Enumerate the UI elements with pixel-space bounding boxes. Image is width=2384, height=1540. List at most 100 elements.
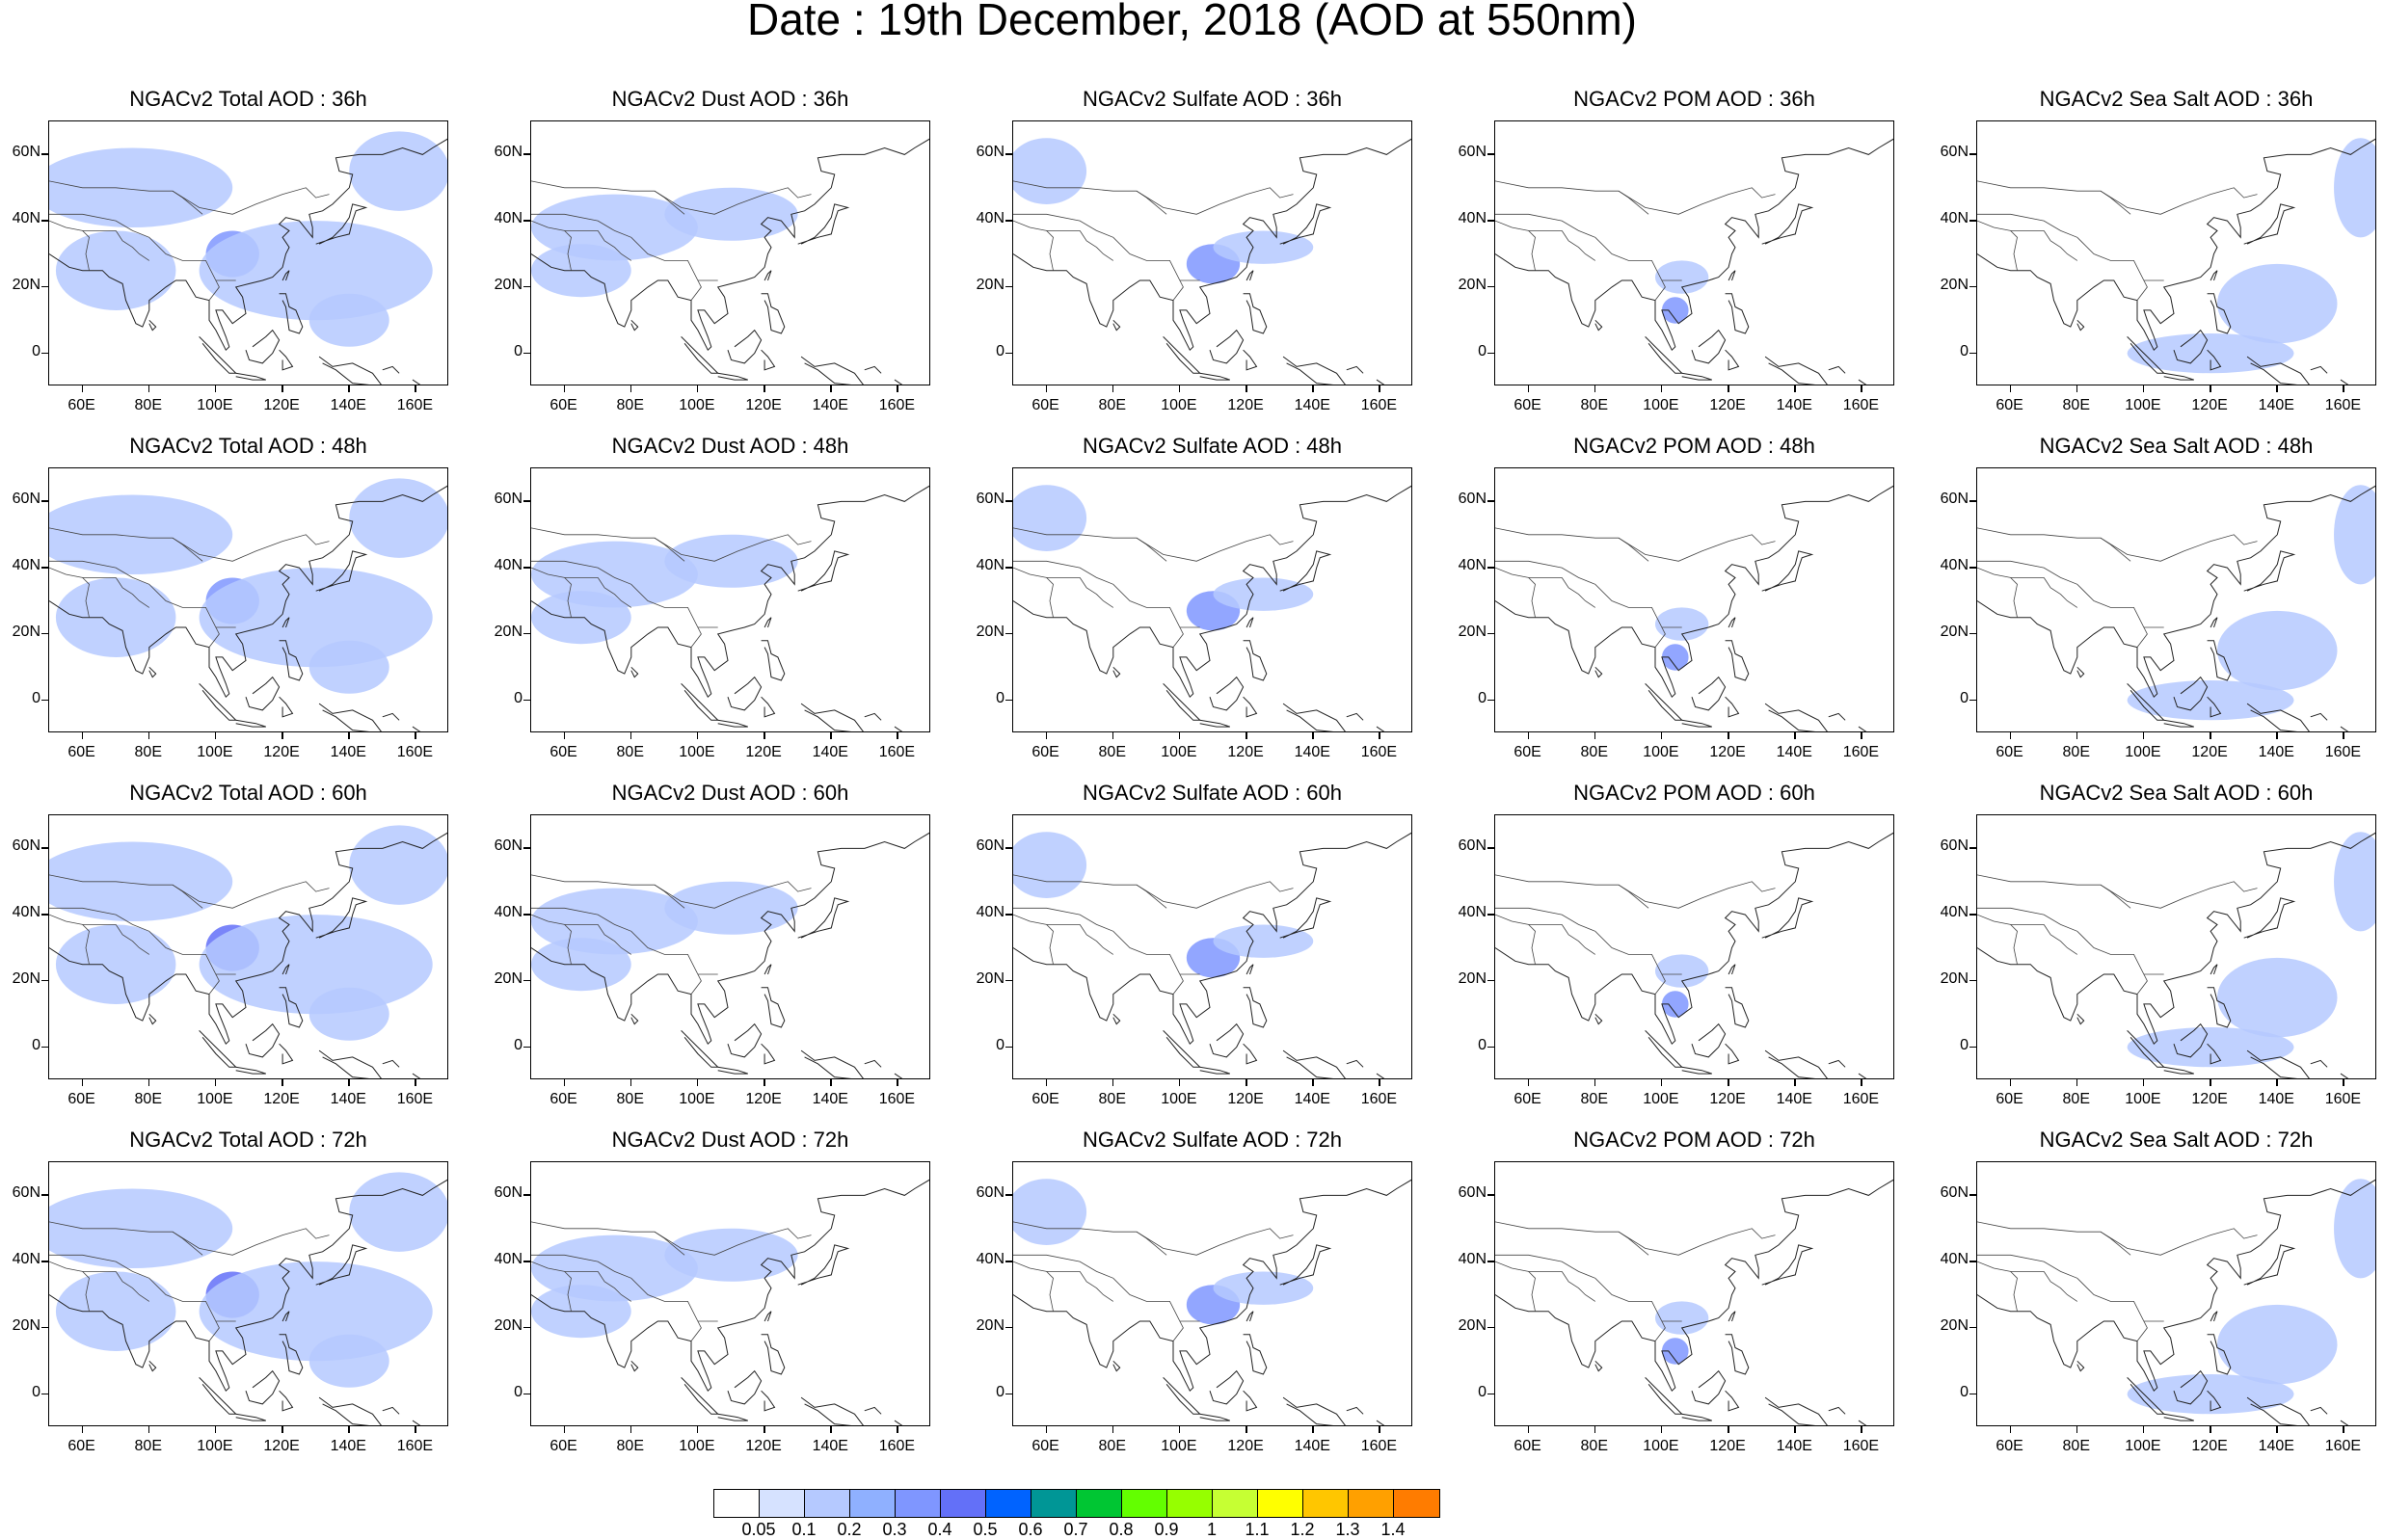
x-tick-mark	[2343, 1426, 2344, 1433]
coastline	[1594, 666, 1603, 678]
coastline	[2127, 683, 2165, 721]
country-border	[1495, 560, 1682, 628]
panel-title: NGACv2 Total AOD : 60h	[129, 781, 367, 805]
country-border	[2100, 884, 2131, 909]
coastline	[1279, 1244, 1332, 1286]
coastline	[318, 703, 382, 731]
coastline	[1209, 329, 1245, 364]
colorbar-label: 0.3	[882, 1520, 907, 1539]
coastline	[1279, 550, 1332, 592]
x-tick-mark	[348, 1079, 350, 1086]
coastline	[2207, 640, 2232, 681]
coastline	[894, 1420, 903, 1425]
aod-plume	[531, 541, 698, 608]
x-tick-mark	[1178, 1079, 1181, 1086]
x-tick-mark	[763, 732, 765, 739]
coastline	[235, 1066, 266, 1075]
y-tick-mark	[41, 153, 48, 155]
map-panel-sulfate-72h: NGACv2 Sulfate AOD : 72h 60N 40N 20N 0 60E 80E…	[977, 1128, 1412, 1479]
x-tick-label: 100E	[1161, 397, 1197, 413]
coastline	[681, 1377, 719, 1415]
coastline	[2207, 349, 2222, 371]
y-tick-mark	[1487, 352, 1494, 355]
y-tick-mark	[1487, 567, 1494, 569]
country-border	[172, 884, 203, 909]
x-tick-mark	[2076, 385, 2078, 392]
country-border	[2100, 1231, 2131, 1256]
coastline	[1725, 987, 1750, 1028]
map-panel-total-48h: NGACv2 Total AOD : 48h 60N 40N 20N 0 60E 80E 10…	[13, 434, 448, 785]
map-panel-pom-60h: NGACv2 POM AOD : 60h 60N 40N 20N 0 60E 80E 100E…	[1459, 781, 1894, 1132]
country-border	[1172, 973, 1184, 995]
x-tick-label: 80E	[1580, 1438, 1608, 1454]
y-tick-mark	[1005, 1261, 1012, 1262]
country-border	[2136, 1320, 2148, 1341]
y-tick-label: 60N	[12, 1184, 40, 1202]
aod-plume	[1013, 485, 1087, 551]
y-tick-mark	[41, 699, 48, 702]
x-tick-mark	[2210, 385, 2211, 392]
x-tick-mark	[629, 385, 632, 392]
coastline	[245, 1022, 281, 1058]
x-tick-label: 160E	[2324, 744, 2362, 760]
country-border	[531, 874, 812, 909]
y-tick-mark	[523, 1194, 530, 1196]
panel-title: NGACv2 Total AOD : 36h	[129, 87, 367, 111]
coastline	[1495, 485, 1893, 699]
colorbar-label: 1.3	[1335, 1520, 1360, 1539]
coastline	[1246, 964, 1254, 975]
colorbar-swatch	[1167, 1490, 1213, 1517]
x-tick-label: 100E	[197, 397, 233, 413]
y-tick-label: 60N	[1940, 1184, 1969, 1202]
coastline	[1728, 617, 1736, 628]
y-tick-mark	[1969, 500, 1976, 502]
x-tick-label: 120E	[263, 744, 300, 760]
coastline	[2076, 1013, 2085, 1025]
y-tick-mark	[1969, 847, 1976, 849]
x-tick-label: 80E	[1580, 744, 1608, 760]
coastline	[1645, 1377, 1683, 1415]
coastline	[1163, 1030, 1201, 1068]
country-border	[2010, 230, 2018, 271]
aod-map	[1495, 1179, 1893, 1425]
map-panel-pom-36h: NGACv2 POM AOD : 36h 60N 40N 20N 0 60E 80E 100E…	[1459, 87, 1894, 438]
x-tick-label: 160E	[2324, 1091, 2362, 1107]
x-tick-label: 160E	[396, 744, 434, 760]
x-tick-mark	[1660, 732, 1663, 739]
coastline	[531, 138, 929, 352]
coastline	[2310, 1406, 2328, 1415]
coastline	[2127, 1030, 2165, 1068]
coastline	[2243, 203, 2296, 245]
y-tick-mark	[523, 567, 530, 569]
y-tick-mark	[41, 979, 48, 982]
x-tick-mark	[696, 385, 699, 392]
aod-plume	[531, 888, 698, 955]
country-border	[1977, 1254, 2164, 1322]
aod-plume	[2334, 138, 2375, 238]
y-tick-label: 20N	[1940, 623, 1969, 640]
y-tick-label: 60N	[1940, 837, 1969, 855]
coastline	[279, 696, 294, 718]
country-border	[1046, 230, 1054, 271]
coastline	[761, 349, 776, 371]
coastline	[2163, 1066, 2194, 1075]
y-tick-mark	[1969, 979, 1976, 982]
country-border	[49, 1221, 330, 1256]
country-border	[690, 279, 702, 301]
y-tick-mark	[1969, 567, 1976, 569]
aod-plume	[308, 1334, 389, 1388]
y-tick-label: 40N	[12, 904, 40, 921]
country-border	[1977, 874, 2258, 909]
coastline	[1725, 293, 1750, 334]
aod-plume	[1213, 1271, 1314, 1305]
x-tick-mark	[1112, 732, 1114, 739]
country-border	[564, 577, 572, 618]
x-tick-label: 100E	[679, 744, 715, 760]
aod-plume	[49, 1188, 233, 1268]
y-tick-mark	[1487, 500, 1494, 502]
y-tick-mark	[41, 352, 48, 355]
coastline	[894, 1073, 903, 1078]
coastline	[1761, 1244, 1814, 1286]
map-frame	[530, 467, 930, 732]
coastline	[1681, 1413, 1712, 1421]
